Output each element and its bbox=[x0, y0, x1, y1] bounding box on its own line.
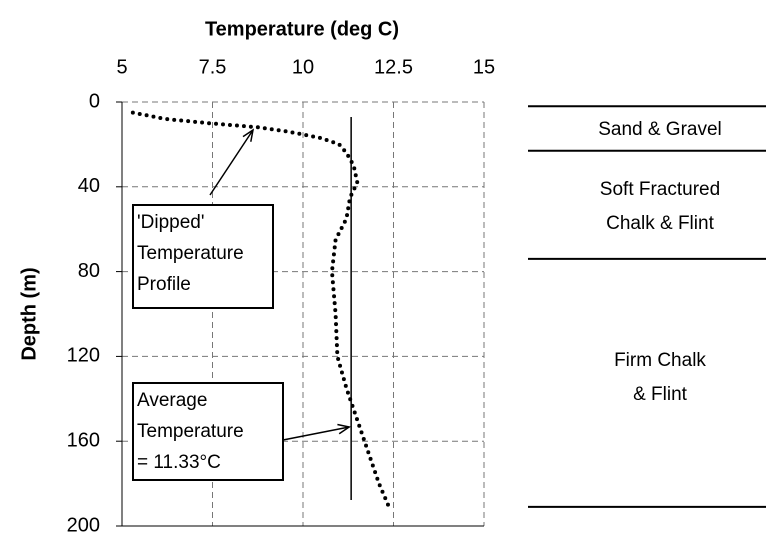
y-tick-label: 200 bbox=[67, 514, 100, 536]
arrow-head bbox=[337, 423, 352, 435]
annotation-arrow bbox=[282, 426, 350, 441]
annotation-text: Average bbox=[137, 390, 207, 411]
layer-label: & Flint bbox=[633, 384, 688, 405]
annotation-text: Profile bbox=[137, 274, 191, 295]
layer-label: Sand & Gravel bbox=[598, 119, 722, 140]
y-tick-label: 0 bbox=[89, 90, 100, 112]
annotation-text: Temperature bbox=[137, 421, 244, 442]
y-tick-label: 120 bbox=[67, 345, 100, 367]
y-tick-label: 80 bbox=[78, 260, 100, 282]
x-tick-label: 7.5 bbox=[199, 56, 227, 78]
x-axis-title: Temperature (deg C) bbox=[205, 18, 399, 40]
y-axis-title: Depth (m) bbox=[18, 267, 40, 360]
layer-label: Soft Fractured bbox=[600, 179, 720, 200]
layer-label: Chalk & Flint bbox=[606, 213, 714, 234]
arrow-head bbox=[242, 128, 255, 142]
annotation-text: = 11.33°C bbox=[137, 452, 221, 473]
x-tick-label: 5 bbox=[116, 56, 127, 78]
y-tick-label: 160 bbox=[67, 429, 100, 451]
annotation-arrow bbox=[209, 129, 254, 196]
x-tick-label: 15 bbox=[473, 56, 495, 78]
annotation-box bbox=[132, 204, 274, 309]
x-tick-label: 12.5 bbox=[374, 56, 413, 78]
annotation-text: Temperature bbox=[137, 243, 244, 264]
y-tick-label: 40 bbox=[78, 175, 100, 197]
layer-label: Firm Chalk bbox=[614, 350, 706, 371]
annotation-box bbox=[132, 382, 284, 481]
annotation-text: 'Dipped' bbox=[137, 212, 204, 233]
x-tick-label: 10 bbox=[292, 56, 314, 78]
